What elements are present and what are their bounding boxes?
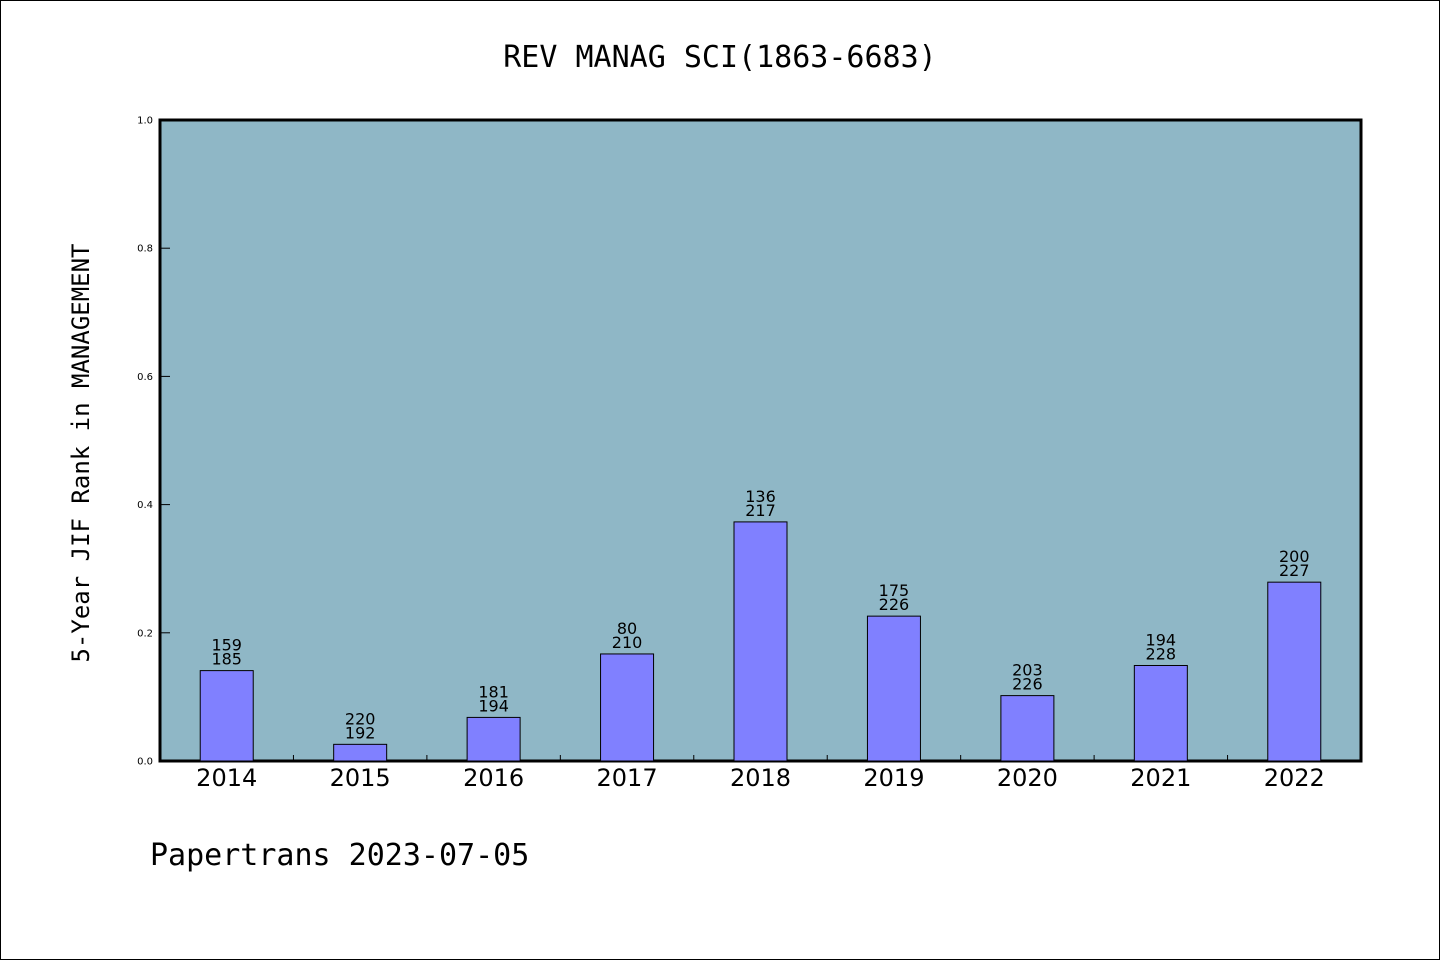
bar-2019 <box>866 615 921 762</box>
bar-rank-label: 181 <box>478 682 509 701</box>
bar-total-label: 228 <box>1146 644 1177 663</box>
y-tick-label: 0.0 <box>137 757 153 768</box>
bar-2015 <box>333 743 388 762</box>
bar-2014 <box>199 670 254 762</box>
footer-text: Papertrans 2023-07-05 <box>150 838 529 873</box>
bar-rank-label: 175 <box>879 581 910 600</box>
bar-total-label: 226 <box>879 595 910 614</box>
bar-2021 <box>1133 664 1188 762</box>
bar-rank-label: 80 <box>617 619 637 638</box>
bar-2020 <box>1000 695 1055 762</box>
bar-total-label: 185 <box>211 650 242 669</box>
bars-group: 1591852201921811948021013621717522620322… <box>199 487 1322 762</box>
y-axis-label: 5-Year JIF Rank in MANAGEMENT <box>67 243 95 662</box>
bar-total-label: 226 <box>1012 675 1043 694</box>
x-tick-label: 2021 <box>1130 764 1191 792</box>
x-tick-label: 2020 <box>997 764 1058 792</box>
x-tick-label: 2016 <box>463 764 524 792</box>
bar-total-label: 227 <box>1279 561 1310 580</box>
x-tick-label: 2019 <box>863 764 924 792</box>
bar-rank-label: 200 <box>1279 547 1310 566</box>
bar-total-label: 217 <box>745 501 776 520</box>
bar-2016 <box>466 716 521 762</box>
x-tick-label: 2018 <box>730 764 791 792</box>
bar-total-label: 192 <box>345 723 376 742</box>
y-tick-label: 0.4 <box>137 500 153 511</box>
bar-rank-label: 136 <box>745 487 776 506</box>
bar-2017 <box>600 653 655 762</box>
bar-2018 <box>733 521 788 762</box>
bar-rank-label: 220 <box>345 709 376 728</box>
x-tick-label: 2014 <box>196 764 257 792</box>
bar-total-label: 210 <box>612 633 643 652</box>
y-tick-label: 0.8 <box>137 244 153 255</box>
bar-rank-label: 194 <box>1146 630 1177 649</box>
y-tick-label: 0.6 <box>137 372 153 383</box>
chart-title: REV MANAG SCI(1863-6683) <box>503 40 936 75</box>
bar-rank-label: 159 <box>211 636 242 655</box>
x-tick-label: 2017 <box>597 764 658 792</box>
y-tick-label: 1.0 <box>137 116 153 127</box>
x-tick-label: 2022 <box>1264 764 1325 792</box>
bar-rank-label: 203 <box>1012 661 1043 680</box>
y-tick-label: 0.2 <box>137 628 153 639</box>
bar-2022 <box>1267 581 1322 762</box>
axis-ticks-group: 2014 2015 2016 2017 2018 2019 2020 2021 2022 0.0 0… <box>137 116 1325 793</box>
bar-total-label: 194 <box>478 696 509 715</box>
x-tick-label: 2015 <box>330 764 391 792</box>
